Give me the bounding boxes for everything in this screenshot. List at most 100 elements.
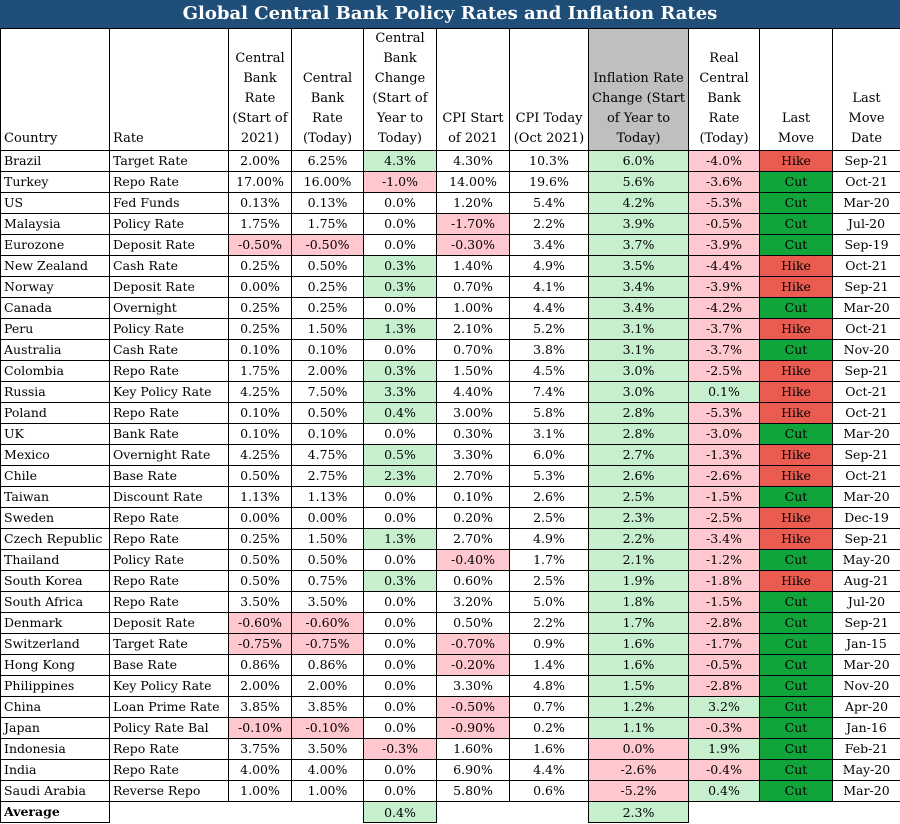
cb-rate-today-cell: 2.75% <box>291 465 364 487</box>
rate-type-cell: Overnight <box>109 297 229 319</box>
cb-rate-start-cell: -0.60% <box>228 612 292 634</box>
cb-change-cell: -1.0% <box>363 171 437 193</box>
inflation-change-cell: 6.0% <box>588 150 689 172</box>
last-move-cell: Cut <box>759 675 833 697</box>
cb-rate-today-cell: -0.75% <box>291 633 364 655</box>
cpi-start-cell: 3.00% <box>436 402 510 424</box>
cb-change-cell: -0.3% <box>363 738 437 760</box>
inflation-change-cell: 3.5% <box>588 255 689 277</box>
last-move-cell: Cut <box>759 717 833 739</box>
cpi-start-cell: 2.70% <box>436 465 510 487</box>
cb-change-cell: 0.4% <box>363 402 437 424</box>
cb-rate-start-cell: 1.13% <box>228 486 292 508</box>
cpi-start-cell: 0.70% <box>436 276 510 298</box>
cpi-start-cell: 3.20% <box>436 591 510 613</box>
last-move-date-cell: Sep-21 <box>832 360 900 382</box>
real-rate-cell: -5.3% <box>688 402 760 424</box>
country-cell: Taiwan <box>0 486 110 508</box>
cb-rate-start-cell: 1.00% <box>228 780 292 802</box>
cb-rate-today-cell: 4.00% <box>291 759 364 781</box>
real-rate-cell: -2.8% <box>688 675 760 697</box>
last-move-date-cell: Jul-20 <box>832 591 900 613</box>
cpi-start-cell: 4.30% <box>436 150 510 172</box>
header-inflation-change: Inflation Rate Change (Start of Year to … <box>588 28 689 151</box>
last-move-date-cell: Jan-16 <box>832 717 900 739</box>
cb-rate-start-cell: 0.10% <box>228 339 292 361</box>
cb-rate-start-cell: 0.13% <box>228 192 292 214</box>
inflation-change-cell: 3.4% <box>588 276 689 298</box>
inflation-change-cell: 2.3% <box>588 507 689 529</box>
cb-rate-start-cell: 2.00% <box>228 150 292 172</box>
last-move-cell: Cut <box>759 339 833 361</box>
table-row: Poland Repo Rate 0.10% 0.50% 0.4% 3.00% 5.8% 2.… <box>0 402 900 424</box>
real-rate-cell: -0.5% <box>688 213 760 235</box>
cb-rate-start-cell: 1.75% <box>228 360 292 382</box>
cpi-today-cell: 5.4% <box>509 192 589 214</box>
cb-change-cell: 0.0% <box>363 297 437 319</box>
country-cell: Canada <box>0 297 110 319</box>
country-cell: Mexico <box>0 444 110 466</box>
empty-cell <box>292 802 364 823</box>
cpi-today-cell: 5.3% <box>509 465 589 487</box>
rate-type-cell: Reverse Repo <box>109 780 229 802</box>
country-cell: South Korea <box>0 570 110 592</box>
country-cell: Colombia <box>0 360 110 382</box>
cpi-today-cell: 5.0% <box>509 591 589 613</box>
cpi-start-cell: 3.30% <box>436 675 510 697</box>
real-rate-cell: -1.8% <box>688 570 760 592</box>
cb-rate-today-cell: 0.50% <box>291 255 364 277</box>
last-move-date-cell: Oct-21 <box>832 465 900 487</box>
country-cell: Malaysia <box>0 213 110 235</box>
rate-type-cell: Deposit Rate <box>109 234 229 256</box>
last-move-cell: Hike <box>759 360 833 382</box>
table-row: Mexico Overnight Rate 4.25% 4.75% 0.5% 3.30% 6… <box>0 444 900 466</box>
cpi-today-cell: 5.8% <box>509 402 589 424</box>
cb-rate-start-cell: 0.50% <box>228 549 292 571</box>
cb-rate-start-cell: 0.50% <box>228 465 292 487</box>
country-cell: Thailand <box>0 549 110 571</box>
last-move-cell: Cut <box>759 759 833 781</box>
table-row: Japan Policy Rate Bal -0.10% -0.10% 0.0% -0.9… <box>0 717 900 739</box>
cpi-today-cell: 4.1% <box>509 276 589 298</box>
cb-rate-start-cell: 0.00% <box>228 507 292 529</box>
last-move-date-cell: Sep-21 <box>832 276 900 298</box>
last-move-date-cell: Mar-20 <box>832 423 900 445</box>
inflation-change-cell: 0.0% <box>588 738 689 760</box>
cb-rate-start-cell: -0.10% <box>228 717 292 739</box>
cpi-today-cell: 1.7% <box>509 549 589 571</box>
real-rate-cell: -4.0% <box>688 150 760 172</box>
inflation-change-cell: 5.6% <box>588 171 689 193</box>
table-row: Australia Cash Rate 0.10% 0.10% 0.0% 0.70% 3.8… <box>0 339 900 361</box>
cpi-today-cell: 2.2% <box>509 213 589 235</box>
rate-type-cell: Overnight Rate <box>109 444 229 466</box>
last-move-cell: Hike <box>759 528 833 550</box>
real-rate-cell: -4.2% <box>688 297 760 319</box>
cb-rate-start-cell: 0.50% <box>228 570 292 592</box>
last-move-cell: Cut <box>759 213 833 235</box>
cb-rate-today-cell: 0.10% <box>291 339 364 361</box>
cb-rate-today-cell: 1.50% <box>291 528 364 550</box>
cpi-today-cell: 2.6% <box>509 486 589 508</box>
cpi-start-cell: 3.30% <box>436 444 510 466</box>
cb-change-cell: 0.0% <box>363 213 437 235</box>
cb-rate-start-cell: -0.50% <box>228 234 292 256</box>
table-row: Peru Policy Rate 0.25% 1.50% 1.3% 2.10% 5.2% 3.… <box>0 318 900 340</box>
cb-rate-start-cell: 4.25% <box>228 444 292 466</box>
real-rate-cell: 3.2% <box>688 696 760 718</box>
last-move-date-cell: Oct-21 <box>832 171 900 193</box>
country-cell: India <box>0 759 110 781</box>
real-rate-cell: -4.4% <box>688 255 760 277</box>
last-move-date-cell: Nov-20 <box>832 675 900 697</box>
cb-rate-start-cell: 17.00% <box>228 171 292 193</box>
empty-cell <box>110 802 229 823</box>
cb-rate-start-cell: 0.10% <box>228 423 292 445</box>
cb-change-cell: 2.3% <box>363 465 437 487</box>
inflation-change-cell: 1.9% <box>588 570 689 592</box>
country-cell: Switzerland <box>0 633 110 655</box>
real-rate-cell: -1.2% <box>688 549 760 571</box>
cpi-today-cell: 2.5% <box>509 507 589 529</box>
cb-rate-today-cell: 0.00% <box>291 507 364 529</box>
inflation-change-cell: 2.8% <box>588 402 689 424</box>
cpi-start-cell: 5.80% <box>436 780 510 802</box>
table-title: Global Central Bank Policy Rates and Inf… <box>0 0 900 28</box>
